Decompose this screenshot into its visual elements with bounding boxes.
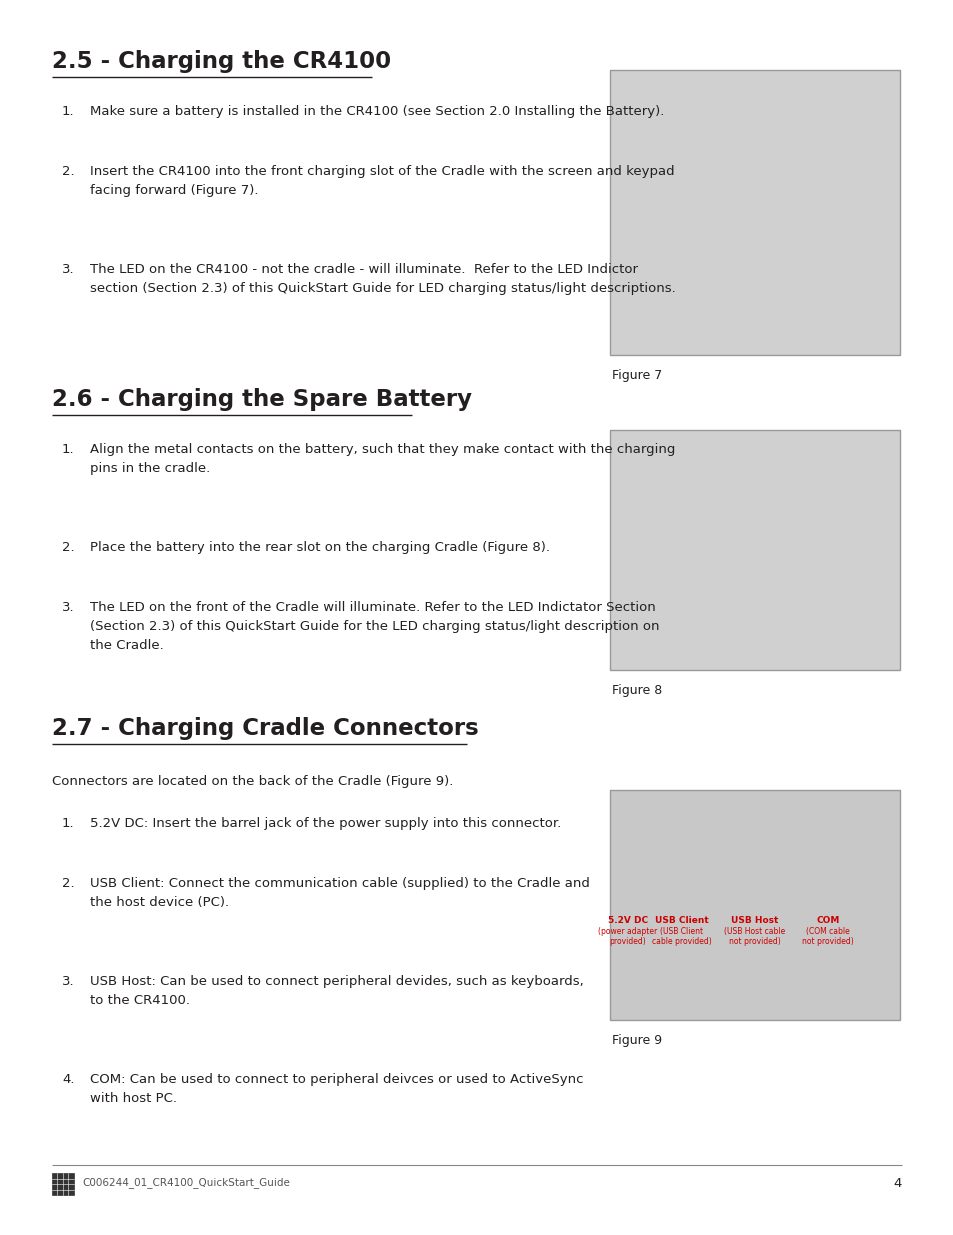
Text: 1.: 1. [62, 818, 74, 830]
Text: C006244_01_CR4100_QuickStart_Guide: C006244_01_CR4100_QuickStart_Guide [82, 1177, 290, 1188]
Text: 1.: 1. [62, 443, 74, 456]
Text: USB Client: Connect the communication cable (supplied) to the Cradle and
the hos: USB Client: Connect the communication ca… [90, 877, 589, 909]
Text: Figure 7: Figure 7 [612, 369, 661, 382]
Text: 2.: 2. [62, 541, 74, 555]
Bar [52, 1173, 74, 1195]
Text: 2.7 - Charging Cradle Connectors: 2.7 - Charging Cradle Connectors [52, 718, 478, 740]
Text: USB Host: USB Host [731, 916, 778, 925]
Bar [609, 430, 899, 671]
Text: 5.2V DC: 5.2V DC [607, 916, 647, 925]
Text: 5.2V DC: Insert the barrel jack of the power supply into this connector.: 5.2V DC: Insert the barrel jack of the p… [90, 818, 560, 830]
Text: 3.: 3. [62, 601, 74, 614]
Text: 2.: 2. [62, 877, 74, 890]
Text: 4.: 4. [62, 1073, 74, 1086]
Text: Align the metal contacts on the battery, such that they make contact with the ch: Align the metal contacts on the battery,… [90, 443, 675, 475]
Text: 3.: 3. [62, 263, 74, 275]
Text: COM: Can be used to connect to peripheral deivces or used to ActiveSync
with hos: COM: Can be used to connect to periphera… [90, 1073, 583, 1105]
Text: Make sure a battery is installed in the CR4100 (see Section 2.0 Installing the B: Make sure a battery is installed in the … [90, 105, 663, 119]
Text: (USB Client
cable provided): (USB Client cable provided) [652, 927, 711, 946]
Text: (COM cable
not provided): (COM cable not provided) [801, 927, 853, 946]
Text: 4: 4 [893, 1177, 901, 1191]
Text: Place the battery into the rear slot on the charging Cradle (Figure 8).: Place the battery into the rear slot on … [90, 541, 550, 555]
Text: 2.6 - Charging the Spare Battery: 2.6 - Charging the Spare Battery [52, 388, 472, 411]
Text: 2.: 2. [62, 165, 74, 178]
Bar [609, 70, 899, 354]
Text: The LED on the front of the Cradle will illuminate. Refer to the LED Indictator : The LED on the front of the Cradle will … [90, 601, 659, 652]
Text: (USB Host cable
not provided): (USB Host cable not provided) [723, 927, 785, 946]
Text: (power adapter
provided): (power adapter provided) [598, 927, 657, 946]
Bar [609, 790, 899, 1020]
Text: Insert the CR4100 into the front charging slot of the Cradle with the screen and: Insert the CR4100 into the front chargin… [90, 165, 674, 198]
Text: The LED on the CR4100 - not the cradle - will illuminate.  Refer to the LED Indi: The LED on the CR4100 - not the cradle -… [90, 263, 675, 295]
Text: USB Host: Can be used to connect peripheral devides, such as keyboards,
to the C: USB Host: Can be used to connect periphe… [90, 974, 583, 1007]
Text: 2.5 - Charging the CR4100: 2.5 - Charging the CR4100 [52, 49, 391, 73]
Text: USB Client: USB Client [655, 916, 708, 925]
Text: Figure 9: Figure 9 [612, 1034, 661, 1047]
Text: Connectors are located on the back of the Cradle (Figure 9).: Connectors are located on the back of th… [52, 776, 453, 788]
Text: 3.: 3. [62, 974, 74, 988]
Text: COM: COM [816, 916, 839, 925]
Text: 1.: 1. [62, 105, 74, 119]
Text: Figure 8: Figure 8 [612, 684, 661, 697]
